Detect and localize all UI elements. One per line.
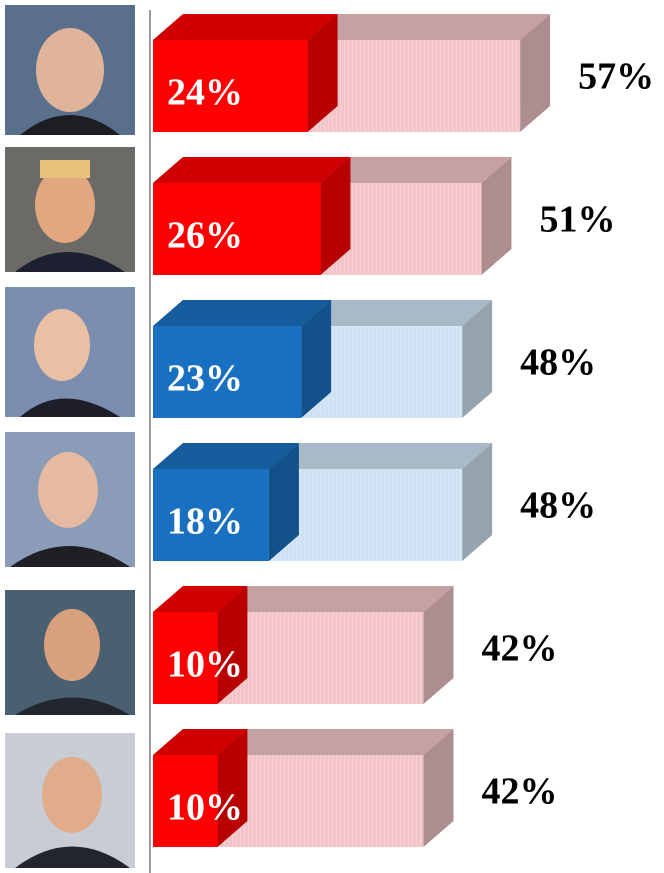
bar-side — [423, 586, 454, 704]
portrait — [5, 590, 135, 715]
portrait — [5, 5, 135, 135]
bar-side — [462, 300, 493, 418]
bar-top — [153, 586, 248, 612]
portrait — [5, 432, 135, 567]
bar — [153, 612, 218, 704]
bar — [153, 755, 218, 847]
portrait — [5, 287, 135, 417]
portraits — [5, 5, 135, 868]
value-label-total: 51% — [539, 199, 615, 241]
bar-side — [217, 729, 248, 847]
bar — [153, 183, 321, 275]
portrait — [5, 147, 135, 272]
bar-top — [153, 14, 338, 40]
bar-top — [153, 443, 299, 469]
bar — [153, 469, 269, 561]
bar-side — [217, 586, 248, 704]
bar — [153, 326, 302, 418]
value-label-inner: 18% — [167, 501, 243, 543]
value-label-total: 48% — [520, 342, 596, 384]
value-label-total: 42% — [481, 771, 557, 813]
bar-side — [462, 443, 493, 561]
bar-side — [481, 157, 512, 275]
bar-top — [153, 157, 351, 183]
portrait — [5, 733, 135, 868]
value-label-total: 57% — [578, 56, 654, 98]
value-label-inner: 10% — [167, 787, 243, 829]
value-label-inner: 26% — [167, 215, 243, 257]
bar-side — [307, 14, 338, 132]
bar-side — [268, 443, 299, 561]
value-label-total: 48% — [520, 485, 596, 527]
bar-side — [423, 729, 454, 847]
bar-top — [153, 300, 332, 326]
value-label-inner: 23% — [167, 358, 243, 400]
bar-side — [520, 14, 551, 132]
bar-top — [153, 729, 248, 755]
bar-side — [301, 300, 332, 418]
bar-side — [320, 157, 351, 275]
value-label-inner: 10% — [167, 644, 243, 686]
value-label-inner: 24% — [167, 72, 243, 114]
value-label-total: 42% — [481, 628, 557, 670]
bar — [153, 40, 308, 132]
